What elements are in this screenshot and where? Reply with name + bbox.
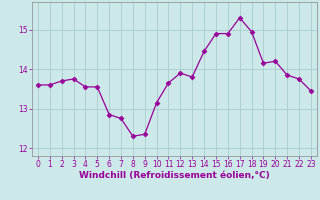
- X-axis label: Windchill (Refroidissement éolien,°C): Windchill (Refroidissement éolien,°C): [79, 171, 270, 180]
